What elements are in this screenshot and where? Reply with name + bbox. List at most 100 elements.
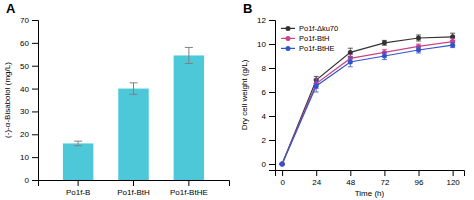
tick-label: 30 — [20, 107, 29, 116]
y-axis: 0 10 20 30 40 50 60 70 — [20, 16, 38, 185]
tick: Po1f-BtH — [117, 180, 150, 197]
tick-label: 72 — [380, 178, 389, 187]
axis-line — [39, 181, 230, 187]
legend-marker — [286, 46, 291, 51]
tick-label: 60 — [20, 39, 29, 48]
bar — [118, 89, 148, 180]
error-cap — [348, 66, 353, 67]
series — [280, 39, 456, 167]
error-cap — [416, 47, 421, 48]
tick-mark — [32, 157, 38, 158]
error-cap — [314, 76, 319, 77]
error-cap — [314, 78, 319, 79]
panel: Po1f-BPo1f-BtHPo1f-BtHE010203040506070(-… — [3, 1, 230, 197]
error-cap — [416, 41, 421, 42]
tick-mark — [133, 180, 134, 186]
tick-label: 8 — [262, 64, 267, 73]
error-stem — [188, 47, 189, 63]
legend-item: Po1f-Δku70 — [281, 24, 338, 33]
tick: 96 — [415, 170, 424, 187]
tick-label: 48 — [346, 178, 355, 187]
error-bar — [74, 141, 82, 146]
error-cap — [450, 38, 455, 39]
tick-mark — [269, 68, 275, 69]
x-axis-title: Time (h) — [355, 189, 385, 198]
tick: 24 — [312, 170, 321, 187]
tick: 30 — [20, 107, 38, 116]
tick-label: 2 — [262, 136, 267, 145]
legend-item: Po1f-BtH — [281, 34, 329, 43]
plot-area — [63, 47, 204, 180]
error-cap — [185, 47, 193, 48]
tick-label: 96 — [415, 178, 424, 187]
tick: 48 — [346, 170, 355, 187]
tick-label: 4 — [262, 112, 267, 121]
panel-label: A — [6, 1, 16, 16]
error-cap — [348, 48, 353, 49]
tick-mark — [269, 92, 275, 93]
tick: 10 — [20, 153, 38, 162]
point — [416, 48, 421, 53]
tick-label: 10 — [257, 40, 266, 49]
point — [416, 36, 421, 41]
tick-label: 12 — [257, 16, 266, 25]
error-bar — [416, 47, 421, 53]
tick-label: 120 — [446, 178, 460, 187]
tick-mark — [32, 20, 38, 21]
tick: Po1f-B — [66, 180, 90, 197]
tick-label: 6 — [262, 88, 267, 97]
tick-label: 20 — [20, 130, 29, 139]
error-bar — [130, 83, 138, 94]
tick-mark — [269, 20, 275, 21]
tick-label: 50 — [20, 62, 29, 71]
tick-mark — [350, 170, 351, 176]
legend-label: Po1f-BtH — [299, 34, 329, 43]
error-cap — [382, 59, 387, 60]
legend-marker — [286, 36, 291, 41]
line — [282, 37, 453, 164]
error-cap — [130, 82, 138, 83]
tick: 72 — [380, 170, 389, 187]
tick-mark — [316, 170, 317, 176]
line — [282, 42, 453, 164]
point — [450, 43, 455, 48]
tick: 120 — [446, 170, 460, 187]
tick-mark — [32, 111, 38, 112]
tick-mark — [269, 164, 275, 165]
tick-mark — [32, 66, 38, 67]
tick-label: 0 — [280, 178, 285, 187]
error-bar — [185, 47, 193, 63]
y-axis: 0 2 4 6 8 10 12 — [257, 16, 275, 170]
tick: 10 — [257, 40, 275, 49]
error-cap — [416, 35, 421, 36]
error-bar — [450, 43, 455, 48]
line — [282, 45, 453, 164]
tick: 60 — [20, 39, 38, 48]
tick: 70 — [20, 16, 38, 25]
error-cap — [130, 94, 138, 95]
bar — [174, 55, 204, 180]
tick: 0 — [25, 176, 38, 185]
error-bar — [382, 52, 387, 59]
tick-label: 70 — [20, 16, 29, 25]
series — [280, 33, 456, 166]
tick-label: 0 — [25, 176, 30, 185]
point — [280, 162, 285, 167]
error-bar — [314, 80, 319, 92]
point — [450, 34, 455, 39]
tick-label: 40 — [20, 85, 29, 94]
tick-label: 10 — [20, 153, 29, 162]
tick: 4 — [262, 112, 275, 121]
tick-label: Po1f-B — [66, 188, 90, 197]
point — [314, 84, 319, 89]
tick: 0 — [280, 170, 285, 187]
error-cap — [348, 57, 353, 58]
error-cap — [74, 145, 82, 146]
error-cap — [450, 33, 455, 34]
tick-label: 0 — [262, 160, 267, 169]
error-bar — [314, 79, 319, 89]
point — [382, 40, 387, 45]
axis-line — [269, 21, 276, 171]
tick-mark — [282, 170, 283, 176]
tick-mark — [32, 180, 38, 181]
